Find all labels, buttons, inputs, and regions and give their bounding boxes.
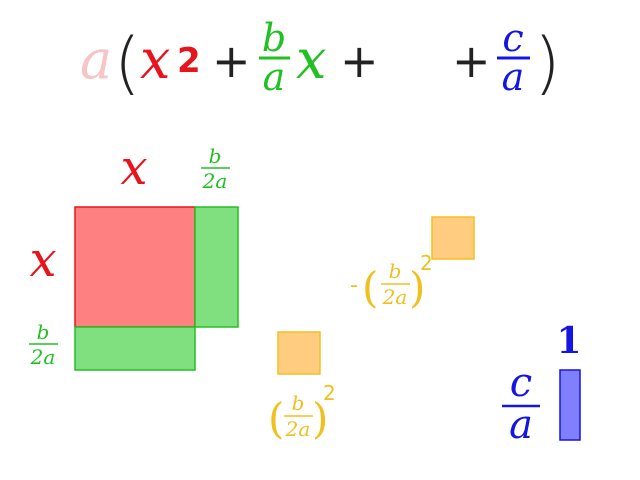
positive-completing-term: ( b 2a ) 2 xyxy=(268,331,336,443)
equation-plus-1: + xyxy=(212,34,251,88)
square-diagram: x b 2a x b 2a xyxy=(29,140,239,371)
side-x-label: x xyxy=(29,232,56,288)
equation: a ( x 2 + b a x + + c a ) xyxy=(80,16,561,103)
top-b-over-2a-numerator: b xyxy=(209,144,222,168)
positive-b-over-2a-denominator: 2a xyxy=(285,417,311,441)
equation-a-denominator-2: a xyxy=(502,55,525,99)
positive-open-paren: ( xyxy=(268,394,284,443)
c-over-a-numerator: c xyxy=(510,360,532,406)
c-over-a-rectangle xyxy=(559,369,581,441)
negative-b-over-2a-squared-square xyxy=(431,216,475,260)
negative-open-paren: ( xyxy=(362,263,378,312)
negative-sign: - xyxy=(350,273,358,298)
negative-completing-term: - ( b 2a ) 2 xyxy=(350,216,475,312)
x-squared-square xyxy=(74,206,196,328)
equation-x-squared-base: x xyxy=(140,28,170,91)
equation-c-numerator: c xyxy=(502,16,523,60)
top-b-over-2a-denominator: 2a xyxy=(202,169,228,193)
equation-plus-2: + xyxy=(340,34,379,88)
positive-exponent: 2 xyxy=(323,381,336,405)
side-b-over-2a-numerator: b xyxy=(37,320,50,344)
negative-exponent: 2 xyxy=(420,251,433,275)
equation-open-paren: ( xyxy=(114,24,141,103)
c-over-a-term: c a 1 xyxy=(502,320,582,448)
one-label: 1 xyxy=(556,320,581,362)
negative-b-over-2a-numerator: b xyxy=(389,259,402,283)
equation-b-numerator: b xyxy=(262,16,286,60)
negative-close-paren: ) xyxy=(409,263,425,312)
equation-x-squared-exponent: 2 xyxy=(177,41,201,81)
positive-b-over-2a-numerator: b xyxy=(292,391,305,415)
positive-b-over-2a-squared-square xyxy=(277,331,321,375)
top-x-label: x xyxy=(120,140,147,196)
positive-close-paren: ) xyxy=(312,394,328,443)
negative-b-over-2a-denominator: 2a xyxy=(382,285,408,309)
side-b-over-2a-denominator: 2a xyxy=(30,345,56,369)
equation-a-coefficient: a xyxy=(80,28,112,91)
bottom-b-over-2a-rectangle xyxy=(74,326,196,371)
c-over-a-denominator: a xyxy=(509,402,533,448)
equation-a-denominator: a xyxy=(263,55,286,99)
equation-x-term: x xyxy=(296,28,326,91)
equation-close-paren: ) xyxy=(534,24,561,103)
right-b-over-2a-rectangle xyxy=(194,206,239,328)
equation-plus-3: + xyxy=(452,34,491,88)
